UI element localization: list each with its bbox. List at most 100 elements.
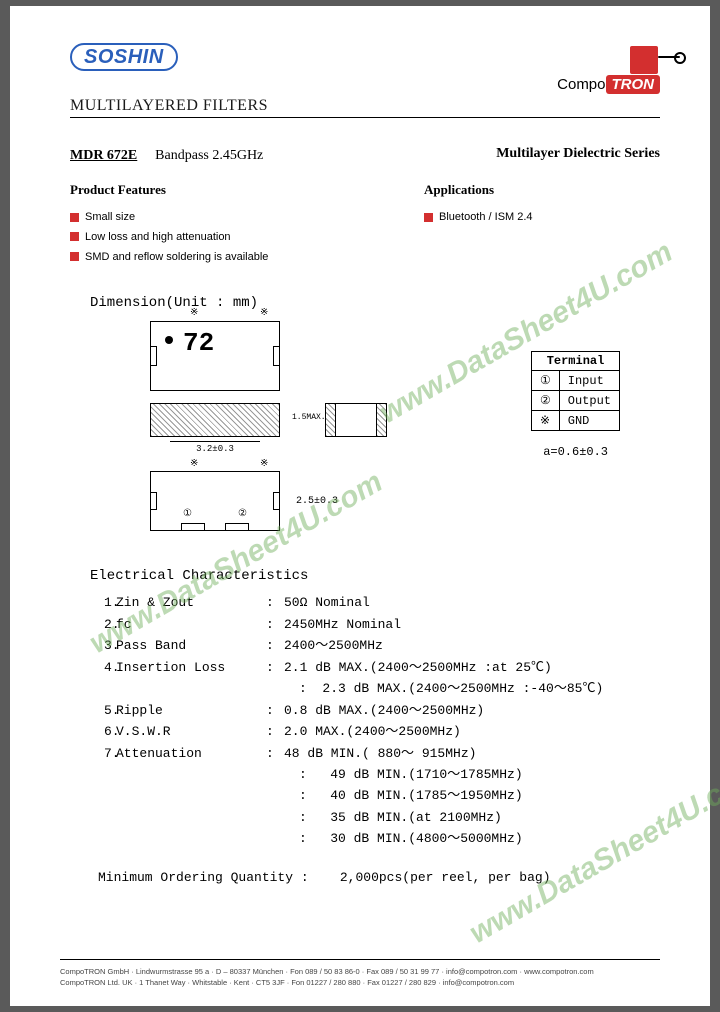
terminal-sym: ※ (532, 411, 560, 431)
spec-row: : 49 dB MIN.(1710～1785MHz) (90, 764, 660, 785)
spec-row: 1.Zin & Zout:50Ω Nominal (90, 592, 660, 613)
spec-num: 2. (90, 614, 116, 635)
a-note: a=0.6±0.3 (543, 445, 608, 459)
spec-row: 7.Attenuation: 48 dB MIN.( 880～ 915MHz) (90, 743, 660, 764)
spec-value-cont: : 2.3 dB MAX.(2400～2500MHz :-40～85℃) (90, 678, 603, 699)
dimension-heading: Dimension(Unit : mm) (90, 295, 660, 311)
spec-row: 2.fc:2450MHz Nominal (90, 614, 660, 635)
product-row: MDR 672E Bandpass 2.45GHz Multilayer Die… (70, 146, 660, 164)
input-symbol: ① (183, 508, 192, 520)
spec-value: 48 dB MIN.( 880～ 915MHz) (284, 743, 660, 764)
terminal-row: ②Output (532, 391, 620, 411)
compotron-text: CompoTRON (557, 76, 660, 93)
terminal-name: Input (559, 371, 619, 391)
terminal-sym: ① (532, 371, 560, 391)
spec-row: 6.V.S.W.R: 2.0 MAX.(2400～2500MHz) (90, 721, 660, 742)
terminal-pad (273, 492, 280, 510)
spec-name: Zin & Zout (116, 592, 266, 613)
series-label: Multilayer Dielectric Series (496, 146, 660, 164)
spec-row: : 40 dB MIN.(1785～1950MHz) (90, 785, 660, 806)
spec-num: 1. (90, 592, 116, 613)
spec-num: 7. (90, 743, 116, 764)
spec-row: 3.Pass Band:2400～2500MHz (90, 635, 660, 656)
doc-title: MULTILAYERED FILTERS (70, 97, 660, 115)
side-view-hatch (150, 403, 280, 437)
divider (70, 117, 660, 118)
moq-label: Minimum Ordering Quantity : (98, 870, 309, 885)
bullet-icon (424, 213, 433, 222)
spec-value-cont: : 35 dB MIN.(at 2100MHz) (90, 807, 502, 828)
applications-heading: Applications (424, 182, 660, 198)
spec-value-cont: : 30 dB MIN.(4800～5000MHz) (90, 828, 523, 849)
bullet-icon (70, 213, 79, 222)
gnd-symbol: ※ (260, 307, 268, 319)
end-hatch-left (326, 404, 336, 436)
end-view-box (325, 403, 387, 437)
logo-soshin: SOSHIN (70, 46, 178, 69)
spec-row: 4.Insertion Loss:2.1 dB MAX.(2400～2500MH… (90, 657, 660, 678)
spec-rows-container: 1.Zin & Zout:50Ω Nominal2.fc:2450MHz Nom… (90, 592, 660, 849)
model-number: MDR 672E (70, 148, 137, 163)
bandpass-label: Bandpass 2.45GHz (155, 148, 263, 163)
bullet-icon (70, 252, 79, 261)
spec-row: : 2.3 dB MAX.(2400～2500MHz :-40～85℃) (90, 678, 660, 699)
spec-name: Insertion Loss (116, 657, 266, 678)
spec-value: 2.1 dB MAX.(2400～2500MHz :at 25℃) (284, 657, 660, 678)
top-view-box: 72 (150, 321, 280, 391)
gnd-symbol: ※ (260, 458, 268, 470)
spec-name: fc (116, 614, 266, 635)
spec-num: 5. (90, 700, 116, 721)
spec-colon: : (266, 657, 284, 678)
applications-block: Applications Bluetooth / ISM 2.4 (424, 182, 660, 228)
footer-line2: CompoTRON Ltd. UK · 1 Thanet Way · Whits… (60, 977, 660, 988)
applications-list: Bluetooth / ISM 2.4 (424, 208, 660, 228)
terminal-pad (273, 346, 280, 366)
gnd-symbol: ※ (190, 307, 198, 319)
terminal-sym: ② (532, 391, 560, 411)
features-heading: Product Features (70, 182, 395, 198)
terminal-row: ※GND (532, 411, 620, 431)
moq-value: 2,000pcs(per reel, per bag) (340, 870, 551, 885)
feature-item: Low loss and high attenuation (70, 228, 395, 248)
footer-divider (60, 959, 660, 960)
spec-num: 3. (90, 635, 116, 656)
terminal-name: Output (559, 391, 619, 411)
compotron-icon (630, 46, 658, 74)
output-symbol: ② (238, 508, 247, 520)
spec-colon: : (266, 721, 284, 742)
application-text: Bluetooth / ISM 2.4 (439, 211, 533, 223)
spec-row: : 30 dB MIN.(4800～5000MHz) (90, 828, 660, 849)
spec-name: Pass Band (116, 635, 266, 656)
spec-name: Ripple (116, 700, 266, 721)
chip-marking: 72 (183, 328, 214, 358)
spec-num: 6. (90, 721, 116, 742)
terminal-row: ①Input (532, 371, 620, 391)
terminal-table: Terminal ①Input ②Output ※GND (531, 351, 620, 431)
spec-value: 2400～2500MHz (284, 635, 660, 656)
spec-name: V.S.W.R (116, 721, 266, 742)
terminal-pad (150, 492, 157, 510)
terminal-pad (181, 523, 205, 531)
spec-value-cont: : 49 dB MIN.(1710～1785MHz) (90, 764, 523, 785)
spec-row: 5.Ripple:0.8 dB MAX.(2400～2500MHz) (90, 700, 660, 721)
gnd-symbol: ※ (190, 458, 198, 470)
electrical-specs: Electrical Characteristics 1.Zin & Zout:… (90, 565, 660, 849)
feature-text: Small size (85, 211, 135, 223)
terminal-name: GND (559, 411, 619, 431)
terminal-header: Terminal (532, 352, 620, 371)
spec-colon: : (266, 592, 284, 613)
spec-colon: : (266, 635, 284, 656)
width-value: 3.2±0.3 (194, 444, 236, 454)
pin1-dot-icon (165, 336, 173, 344)
feature-item: Small size (70, 208, 395, 228)
spec-name: Attenuation (116, 743, 266, 764)
feature-text: SMD and reflow soldering is available (85, 251, 268, 263)
compotron-compo: Compo (557, 76, 605, 93)
spec-colon: : (266, 614, 284, 635)
moq-line: Minimum Ordering Quantity : 2,000pcs(per… (98, 870, 660, 885)
spec-colon: : (266, 743, 284, 764)
bottom-view-box: ① ② (150, 471, 280, 531)
soshin-logo-text: SOSHIN (70, 43, 178, 71)
terminal-pad (225, 523, 249, 531)
terminal-pad (150, 346, 157, 366)
